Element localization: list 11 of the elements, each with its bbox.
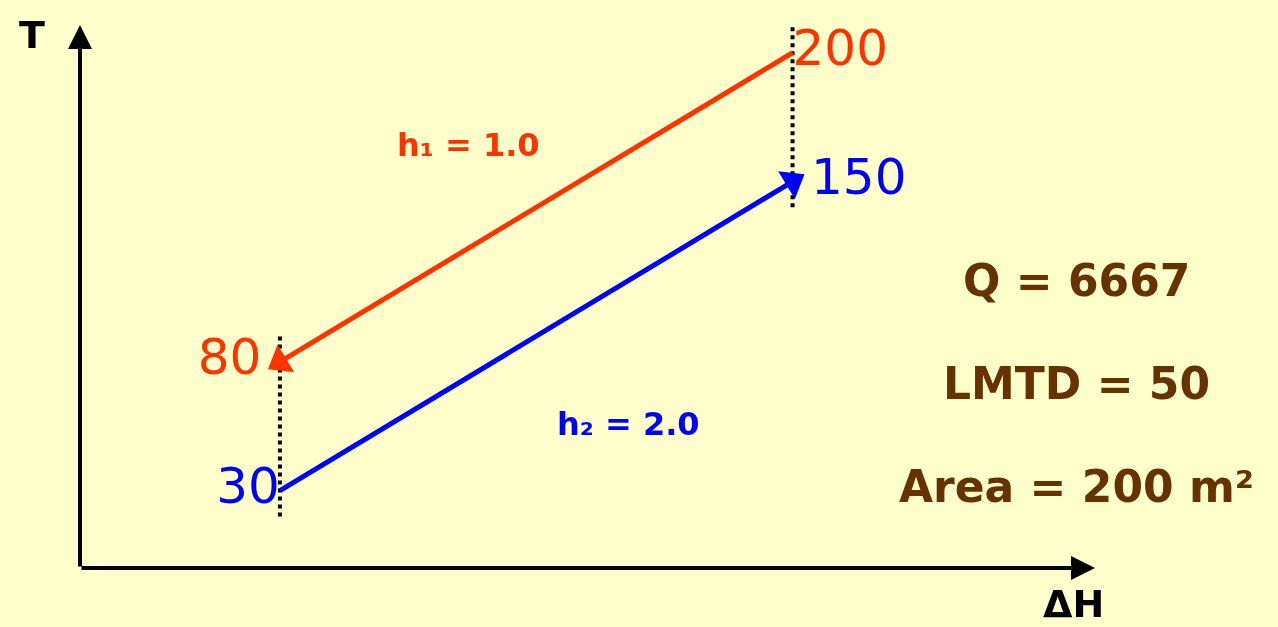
text: h₂ = 2.0	[557, 405, 700, 443]
data-label: 150	[811, 148, 907, 207]
data-label: 80	[197, 328, 262, 387]
data-label: 200	[792, 19, 888, 78]
annotation: Area = 200 m²	[899, 461, 1255, 512]
series-label: h₁ = 1.0	[397, 126, 540, 164]
x-axis-title: ΔH	[1043, 582, 1105, 626]
y-axis-title: T	[19, 13, 45, 57]
annotation: Q = 6667	[963, 255, 1191, 306]
data-label: 30	[216, 457, 280, 516]
annotation: LMTD = 50	[943, 358, 1211, 409]
